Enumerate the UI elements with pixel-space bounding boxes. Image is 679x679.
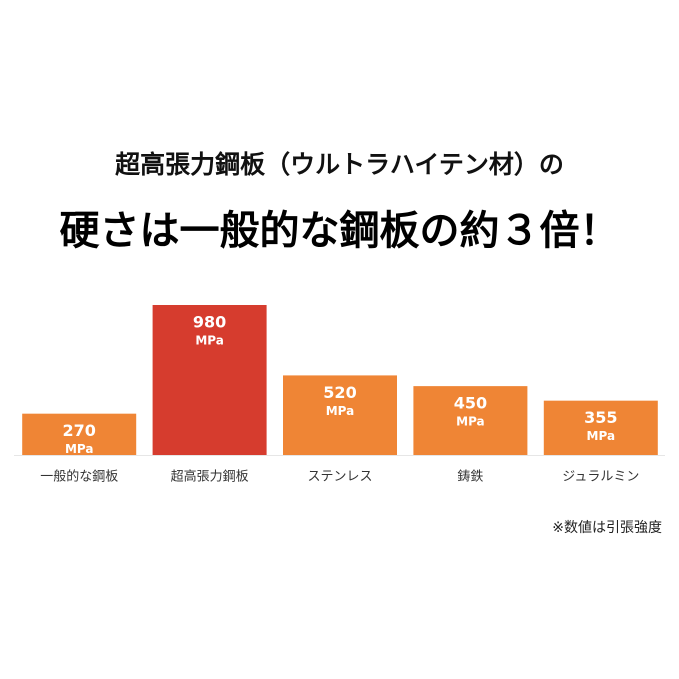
x-tick-label: ジュラルミン bbox=[562, 470, 639, 485]
unit-label: MPa bbox=[326, 404, 355, 418]
value-label: 980 bbox=[193, 313, 226, 332]
unit-label: MPa bbox=[195, 334, 224, 348]
bar bbox=[152, 305, 267, 455]
note: ※数値は引張強度 bbox=[552, 520, 662, 536]
bar bbox=[283, 375, 397, 455]
x-tick-label: 超高張力鋼板 bbox=[171, 469, 249, 485]
x-tick-label: ステンレス bbox=[307, 470, 372, 485]
value-label: 355 bbox=[584, 408, 617, 427]
bar bbox=[543, 400, 658, 455]
bar bbox=[22, 413, 137, 455]
unit-label: MPa bbox=[456, 415, 485, 429]
unit-label: MPa bbox=[587, 429, 616, 443]
x-tick-label: 鋳鉄 bbox=[457, 469, 483, 485]
value-label: 270 bbox=[62, 421, 95, 440]
chart-subtitle: 硬さは一般的な鋼板の約３倍！ bbox=[60, 208, 620, 254]
chart-title: 超高張力鋼板（ウルトラハイテン材）の bbox=[115, 150, 564, 179]
unit-label: MPa bbox=[65, 442, 94, 456]
x-tick-label: 一般的な鋼板 bbox=[40, 469, 118, 485]
value-label: 520 bbox=[323, 383, 356, 402]
value-label: 450 bbox=[454, 394, 487, 413]
bar bbox=[413, 386, 528, 455]
